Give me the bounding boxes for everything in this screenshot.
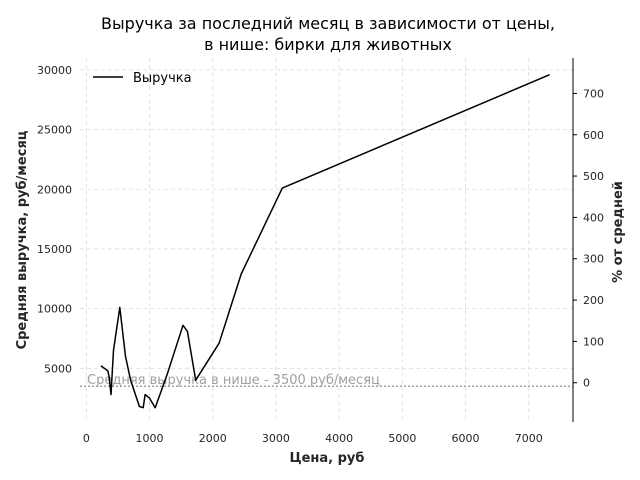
- grid: [80, 58, 573, 422]
- y-right-tick-label: 600: [583, 129, 604, 142]
- revenue-series-line: [100, 74, 550, 409]
- x-tick-label: 6000: [452, 432, 480, 445]
- y-tick-labels: 5000 10000 15000 20000 25000 30000: [37, 64, 72, 375]
- y-right-tick-label: 0: [583, 377, 590, 390]
- series-group: [100, 74, 550, 409]
- y-tick-label: 25000: [37, 124, 72, 137]
- chart-title-line-1: Выручка за последний месяц в зависимости…: [101, 14, 555, 33]
- y-right-tick-label: 500: [583, 170, 604, 183]
- y-tick-label: 15000: [37, 243, 72, 256]
- y-axis-label: Средняя выручка, руб/месяц: [15, 130, 30, 349]
- x-tick-label: 3000: [262, 432, 290, 445]
- legend: Выручка: [93, 71, 192, 86]
- x-tick-label: 7000: [515, 432, 543, 445]
- x-tick-label: 0: [83, 432, 90, 445]
- y-tick-label: 10000: [37, 303, 72, 316]
- y-tick-label: 5000: [44, 362, 72, 375]
- x-tick-label: 5000: [388, 432, 416, 445]
- y-right-tick-label: 100: [583, 335, 604, 348]
- y-tick-label: 30000: [37, 64, 72, 77]
- x-axis-label: Цена, руб: [290, 451, 365, 466]
- x-tick-labels: 0 1000 2000 3000 4000 5000 6000 7000: [83, 432, 543, 445]
- x-tick-label: 4000: [325, 432, 353, 445]
- x-tick-label: 2000: [199, 432, 227, 445]
- chart-title-line-2: в нише: бирки для животных: [204, 35, 452, 54]
- y-right-tick-label: 400: [583, 211, 604, 224]
- y-tick-label: 20000: [37, 183, 72, 196]
- x-tick-label: 1000: [136, 432, 164, 445]
- legend-label: Выручка: [133, 71, 192, 86]
- reference-line-group: Средняя выручка в нише - 3500 руб/месяц: [80, 373, 573, 388]
- y-right-tick-label: 200: [583, 294, 604, 307]
- y-right-axis-label: % от средней: [611, 181, 626, 283]
- y-right-tick-label: 700: [583, 87, 604, 100]
- y-right-tick-label: 300: [583, 253, 604, 266]
- average-revenue-label: Средняя выручка в нише - 3500 руб/месяц: [87, 373, 380, 388]
- y-right-tick-labels: 0 100 200 300 400 500 600 700: [573, 87, 604, 390]
